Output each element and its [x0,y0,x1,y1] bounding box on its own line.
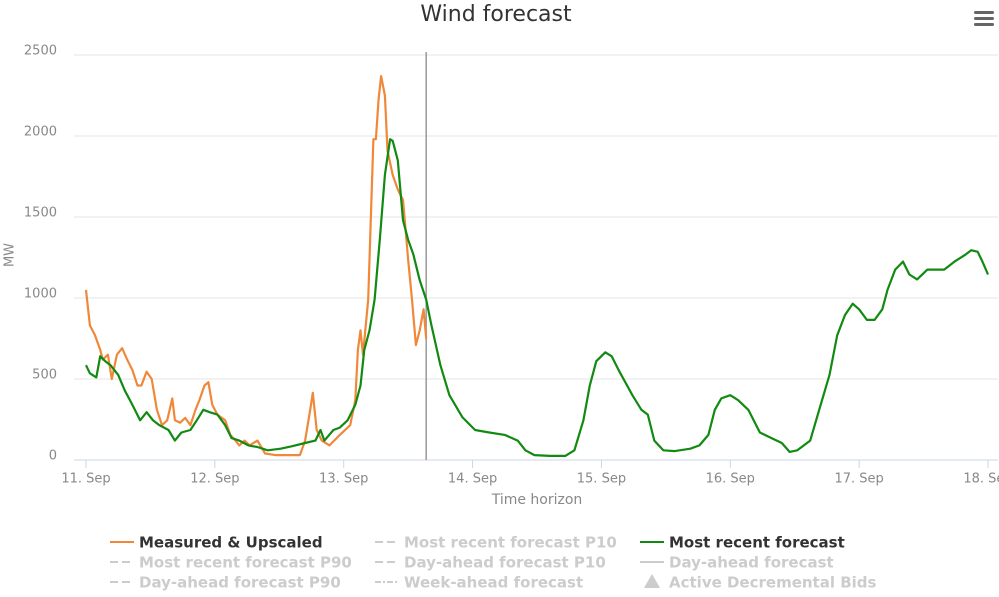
legend-symbol [644,574,660,588]
x-tick-label: 15. Sep [577,472,626,487]
x-tick-label: 13. Sep [319,472,368,487]
y-axis-title: MW [3,243,18,267]
legend-label: Week-ahead forecast [404,574,583,592]
series-line [85,138,990,457]
legend-item[interactable]: Most recent forecast P10 [375,534,617,552]
x-tick-label: 12. Sep [190,472,239,487]
legend-label: Day-ahead forecast P90 [139,574,341,592]
legend-item[interactable]: Day-ahead forecast P10 [375,554,606,572]
legend-label: Most recent forecast [669,534,845,552]
y-tick-label: 500 [32,368,57,383]
legend-label: Active Decremental Bids [669,574,877,592]
x-axis-title: Time horizon [491,492,583,508]
x-tick-label: 18. Sep [963,472,999,487]
legend-label: Day-ahead forecast [669,554,834,572]
y-tick-label: 2000 [24,125,57,140]
chart-title: Wind forecast [420,2,572,27]
y-tick-label: 1500 [24,206,57,221]
legend-item[interactable]: Week-ahead forecast [375,574,583,592]
legend-label: Day-ahead forecast P10 [404,554,606,572]
legend-label: Most recent forecast P90 [139,554,352,572]
legend-item[interactable]: Most recent forecast P90 [110,554,352,572]
legend-item[interactable]: Measured & Upscaled [110,534,323,552]
legend-item[interactable]: Active Decremental Bids [644,574,877,592]
legend-label: Measured & Upscaled [139,534,323,552]
x-tick-label: 16. Sep [706,472,755,487]
legend-item[interactable]: Day-ahead forecast [640,554,834,572]
legend-label: Most recent forecast P10 [404,534,617,552]
x-tick-label: 14. Sep [448,472,497,487]
series-line [84,75,428,457]
y-tick-label: 2500 [24,44,57,59]
x-tick-label: 17. Sep [834,472,883,487]
x-tick-label: 11. Sep [61,472,110,487]
menu-button[interactable] [974,11,994,26]
legend-item[interactable]: Most recent forecast [640,534,845,552]
legend-item[interactable]: Day-ahead forecast P90 [110,574,341,592]
y-tick-label: 0 [49,449,57,464]
y-tick-label: 1000 [24,287,57,302]
